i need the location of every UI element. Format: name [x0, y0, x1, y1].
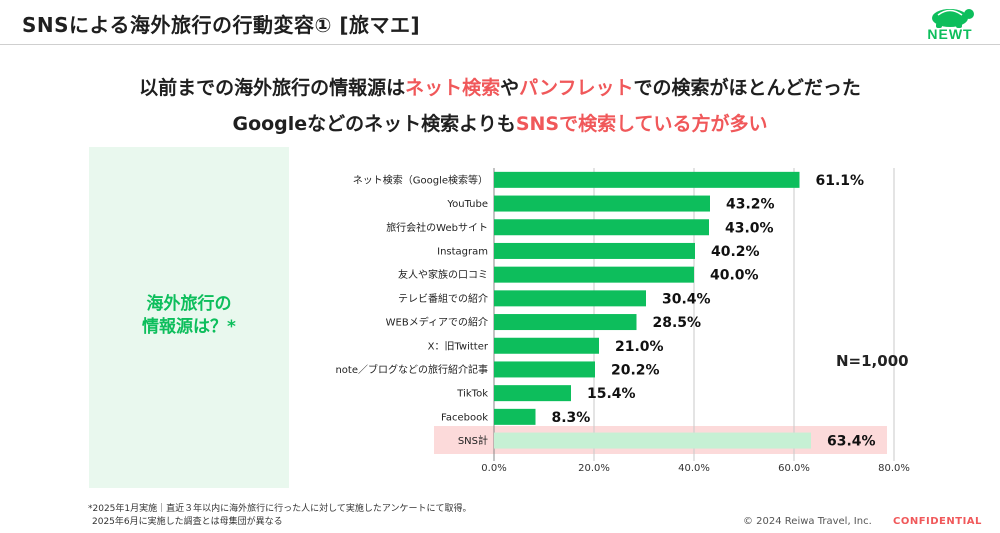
- confidential-label: CONFIDENTIAL: [893, 516, 982, 527]
- bar: [494, 432, 811, 449]
- category-label: TikTok: [456, 389, 488, 400]
- footnote: *2025年1月実施｜直近３年以内に海外旅行に行った人に対して実施したアンケート…: [88, 503, 472, 529]
- bar: [494, 242, 695, 259]
- headline-1-text-a: 以前までの海外旅行の情報源は: [139, 77, 406, 99]
- value-label: 61.1%: [816, 173, 865, 189]
- category-label: Facebook: [441, 412, 488, 423]
- question-line-1: 海外旅行の: [146, 294, 232, 314]
- bar: [494, 195, 710, 212]
- value-label: 20.2%: [611, 362, 660, 378]
- copyright-text: © 2024 Reiwa Travel, Inc.: [743, 516, 872, 527]
- x-tick-label: 0.0%: [481, 463, 506, 474]
- value-label: 28.5%: [653, 315, 702, 331]
- headline-line-2: Googleなどのネット検索よりもSNSで検索している方が多い: [0, 109, 1000, 136]
- category-label: YouTube: [446, 199, 488, 210]
- category-label: X：旧Twitter: [428, 340, 489, 352]
- value-label: 8.3%: [552, 410, 591, 426]
- bar: [494, 361, 595, 378]
- category-label: SNS計: [458, 434, 488, 447]
- category-label: テレビ番組での紹介: [398, 292, 488, 305]
- newt-logo: NEWT: [918, 4, 982, 44]
- category-label: ネット検索（Google検索等）: [353, 173, 488, 186]
- title-divider: [0, 44, 1000, 45]
- slide-title: SNSによる海外旅行の行動変容① [旅マエ]: [22, 13, 421, 37]
- bar: [494, 314, 637, 331]
- bar: [494, 219, 709, 236]
- footnote-line-2: 2025年6月に実施した調査とは母集団が異なる: [92, 517, 283, 527]
- bar: [494, 385, 571, 402]
- bar: [494, 337, 599, 354]
- x-tick-label: 40.0%: [678, 463, 710, 474]
- category-label: note／ブログなどの旅行紹介記事: [335, 363, 488, 376]
- question-text: 海外旅行の 情報源は？*: [89, 293, 289, 339]
- value-label: 21.0%: [615, 339, 664, 355]
- bar: [494, 171, 800, 188]
- x-tick-label: 80.0%: [878, 463, 910, 474]
- value-label: 15.4%: [587, 386, 636, 402]
- question-line-2: 情報源は？*: [142, 317, 236, 337]
- x-tick-label: 20.0%: [578, 463, 610, 474]
- headline-1-text-b: や: [500, 77, 520, 99]
- category-label: 友人や家族の口コミ: [398, 268, 488, 281]
- headline-1-emphasis-web-search: ネット検索: [405, 77, 501, 99]
- headline-1-emphasis-pamphlet: パンフレット: [519, 77, 634, 99]
- bar: [494, 408, 536, 425]
- logo-wordmark: NEWT: [927, 26, 973, 42]
- bar: [494, 290, 646, 307]
- category-label: Instagram: [437, 246, 488, 257]
- value-label: 63.4%: [827, 434, 876, 450]
- headline-1-text-c: での検索がほとんどだった: [633, 77, 861, 99]
- headline-line-1: 以前までの海外旅行の情報源はネット検索やパンフレットでの検索がほとんどだった: [0, 73, 1000, 100]
- headline-2-emphasis-sns: SNSで検索している方が多い: [515, 113, 768, 135]
- footnote-line-1: *2025年1月実施｜直近３年以内に海外旅行に行った人に対して実施したアンケート…: [88, 504, 472, 514]
- value-label: 40.2%: [711, 244, 760, 260]
- question-panel: 海外旅行の 情報源は？*: [89, 147, 289, 488]
- headline-2-text-a: Googleなどのネット検索よりも: [232, 113, 516, 135]
- x-tick-label: 60.0%: [778, 463, 810, 474]
- sample-size-label: N=1,000: [836, 352, 909, 370]
- value-label: 43.0%: [725, 220, 774, 236]
- category-label: 旅行会社のWebサイト: [386, 221, 488, 234]
- category-label: WEBメディアでの紹介: [386, 316, 488, 329]
- turtle-icon: [932, 9, 974, 28]
- value-label: 30.4%: [662, 291, 711, 307]
- value-label: 40.0%: [710, 268, 759, 284]
- bar: [494, 266, 694, 283]
- value-label: 43.2%: [726, 197, 775, 213]
